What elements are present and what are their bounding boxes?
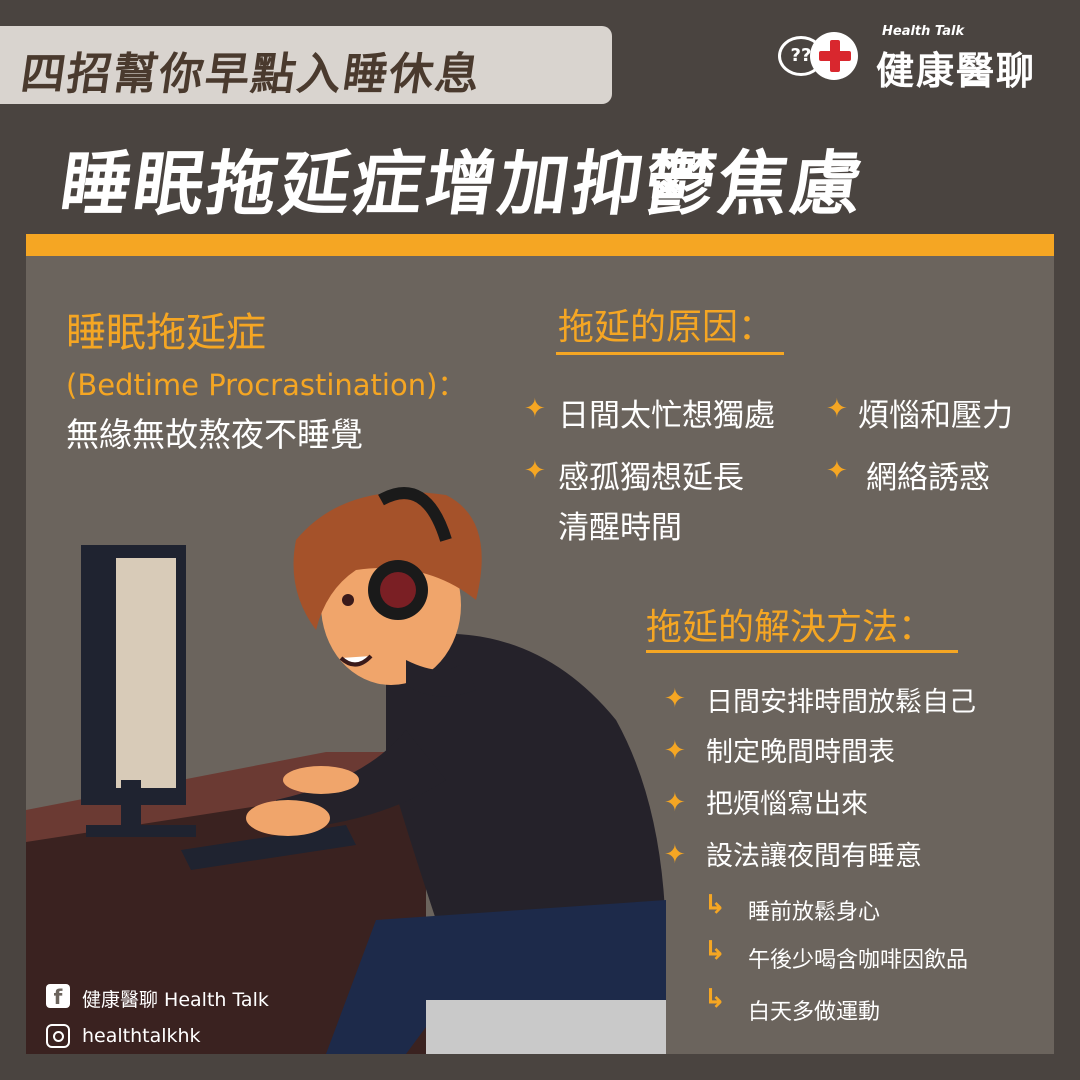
hoodie — [386, 633, 666, 950]
corner-arrow-icon: ↳ — [704, 936, 726, 966]
solution-sub-item: 睡前放鬆身心 — [748, 900, 881, 925]
cause-item: 煩惱和壓力 — [858, 398, 1013, 434]
monitor-stand — [121, 780, 141, 830]
star-bullet-icon: ✦ — [664, 788, 686, 818]
star-bullet-icon: ✦ — [826, 456, 848, 486]
causes-underline — [556, 352, 784, 355]
star-bullet-icon: ✦ — [664, 840, 686, 870]
headphone-band — [378, 487, 452, 542]
term-definition: 無緣無故熬夜不睡覺 — [66, 415, 363, 454]
health-talk-logo: ?? Health Talk 健康醫聊 — [778, 22, 1058, 93]
facebook-icon: f — [46, 984, 70, 1009]
gamer-at-computer-illustration — [26, 487, 666, 1054]
facebook-handle: 健康醫聊 Health Talk — [82, 989, 269, 1011]
accent-bar — [26, 234, 1054, 256]
eye — [342, 594, 354, 606]
solution-item: 日間安排時間放鬆自己 — [706, 687, 976, 718]
logo-text-en: Health Talk — [882, 24, 965, 39]
star-bullet-icon: ✦ — [524, 394, 546, 424]
solution-item: 制定晚間時間表 — [706, 737, 895, 768]
instagram-icon — [46, 1024, 70, 1048]
chair-seat — [426, 1000, 666, 1054]
monitor-screen — [116, 558, 176, 788]
hand-back — [283, 766, 359, 794]
star-bullet-icon: ✦ — [524, 456, 546, 486]
solutions-heading: 拖延的解決方法： — [646, 607, 935, 648]
term-title: 睡眠拖延症 — [66, 310, 266, 356]
cross-horizontal — [819, 51, 851, 61]
arm — [276, 730, 446, 830]
subtitle: 四招幫你早點入睡休息 — [17, 49, 485, 100]
smile — [339, 654, 373, 667]
star-bullet-icon: ✦ — [664, 684, 686, 714]
jeans — [326, 900, 666, 1054]
collar — [406, 660, 476, 697]
cause-item: 感孤獨想延長 — [558, 460, 744, 496]
cause-item-continued: 清醒時間 — [558, 510, 682, 546]
hand-front — [246, 800, 330, 836]
logo-text-zh: 健康醫聊 — [876, 49, 1037, 93]
solution-item: 把煩惱寫出來 — [706, 789, 868, 820]
causes-heading: 拖延的原因： — [558, 307, 775, 348]
corner-arrow-icon: ↳ — [704, 984, 726, 1014]
corner-arrow-icon: ↳ — [704, 890, 726, 920]
solution-sub-item: 白天多做運動 — [748, 1000, 881, 1025]
instagram-handle: healthtalkhk — [82, 1025, 201, 1047]
cause-item: 網絡誘惑 — [866, 460, 990, 496]
hair — [293, 492, 482, 630]
term-english: (Bedtime Procrastination)： — [66, 368, 467, 402]
page-title: 睡眠拖延症增加抑鬱焦慮 — [55, 143, 870, 225]
solutions-underline — [646, 650, 958, 653]
solution-item: 設法讓夜間有睡意 — [706, 841, 922, 872]
solution-sub-item: 午後少喝含咖啡因飲品 — [748, 948, 969, 973]
star-bullet-icon: ✦ — [826, 394, 848, 424]
monitor-base — [86, 825, 196, 837]
keyboard — [181, 825, 356, 870]
star-bullet-icon: ✦ — [664, 736, 686, 766]
headphone-cushion — [380, 572, 416, 608]
subtitle-banner — [0, 26, 612, 104]
cause-item: 日間太忙想獨處 — [558, 398, 775, 434]
